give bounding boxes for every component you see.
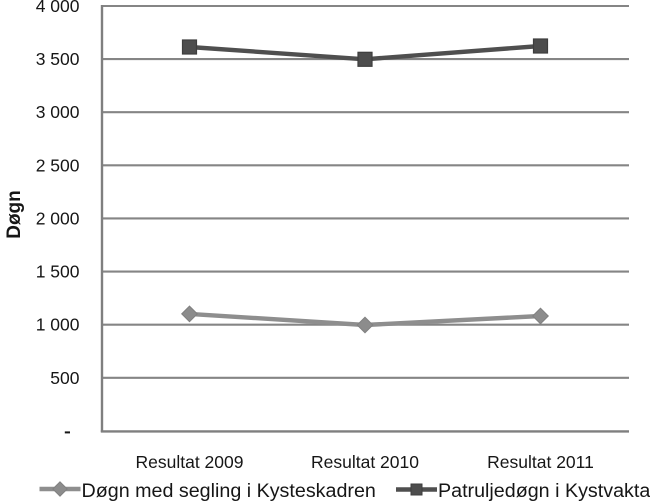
svg-text:Patruljedøgn i Kystvakta: Patruljedøgn i Kystvakta: [438, 480, 650, 502]
svg-text:Døgn: Døgn: [4, 190, 25, 239]
svg-text:3 500: 3 500: [36, 49, 80, 69]
svg-text:Resultat 2009: Resultat 2009: [136, 452, 244, 472]
svg-text:1 000: 1 000: [36, 315, 80, 335]
svg-text:Døgn med segling i Kysteskadre: Døgn med segling i Kysteskadren: [82, 480, 376, 502]
svg-text:4 000: 4 000: [36, 0, 80, 16]
svg-text:Resultat 2010: Resultat 2010: [311, 452, 419, 472]
svg-text:2 500: 2 500: [36, 155, 80, 175]
svg-text:Resultat 2011: Resultat 2011: [487, 452, 594, 472]
svg-text:1 500: 1 500: [36, 262, 80, 282]
svg-text:2 000: 2 000: [36, 208, 80, 228]
svg-text:3 000: 3 000: [36, 102, 80, 122]
svg-text:500: 500: [50, 368, 79, 388]
